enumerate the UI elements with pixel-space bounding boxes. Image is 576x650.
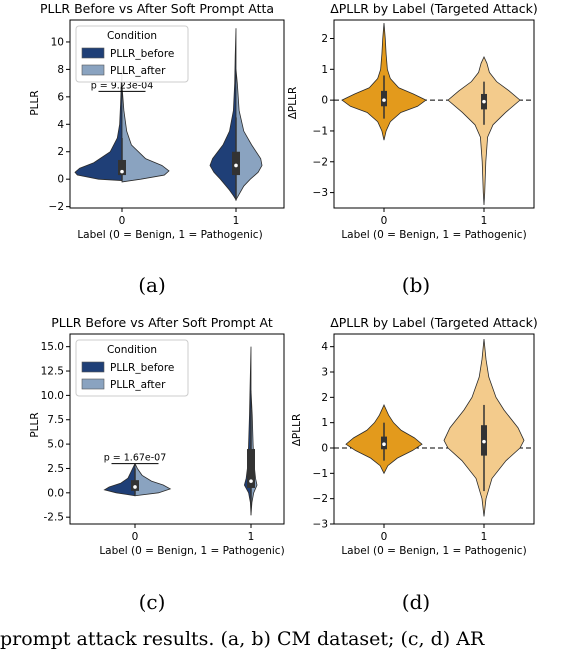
- y-tick-label: 12.5: [41, 366, 64, 378]
- y-tick-label: 4: [57, 119, 64, 131]
- legend-swatch: [81, 378, 105, 390]
- panel-c-label: (c): [139, 590, 166, 614]
- x-tick-label: 1: [481, 215, 488, 227]
- y-tick-label: 3: [321, 367, 328, 379]
- violin-pathogenic: [447, 56, 521, 205]
- box-median: [482, 439, 486, 444]
- y-tick-label: 10: [51, 36, 64, 48]
- y-tick-label: −1: [313, 468, 328, 480]
- y-tick-label: 6: [57, 91, 64, 103]
- y-tick-label: −2: [313, 156, 328, 168]
- y-tick-label: 2: [321, 392, 328, 404]
- y-tick-label: 0: [57, 174, 64, 186]
- y-tick-label: 2: [321, 33, 328, 45]
- y-tick-label: −2: [49, 201, 64, 213]
- panel-a: PLLR Before vs After Soft Prompt Atta PL…: [29, 1, 285, 297]
- panel-d-xlabel: Label (0 = Benign, 1 = Pathogenic): [341, 545, 526, 557]
- panel-b: ΔPLLR by Label (Targeted Attack) ΔPLLR L…: [287, 1, 538, 297]
- box-iqr: [232, 151, 240, 176]
- panel-d-title: ΔPLLR by Label (Targeted Attack): [330, 315, 538, 330]
- y-tick-label: 2: [57, 146, 64, 158]
- legend-title: Condition: [107, 30, 157, 42]
- box-median: [234, 163, 238, 168]
- p-value-annotation: p = 9.23e-04: [91, 80, 154, 91]
- y-tick-label: 7.5: [47, 414, 64, 426]
- box-median: [382, 98, 386, 102]
- y-tick-label: 1: [321, 417, 328, 429]
- box-iqr: [118, 159, 126, 176]
- y-tick-label: 10.0: [41, 390, 64, 402]
- legend-swatch: [81, 47, 105, 59]
- panel-c-title: PLLR Before vs After Soft Prompt At: [51, 315, 273, 330]
- panel-a-xlabel: Label (0 = Benign, 1 = Pathogenic): [77, 229, 262, 241]
- plot-frame: [69, 333, 285, 525]
- panel-d-label: (d): [402, 590, 430, 614]
- panel-a-ylabel: PLLR: [29, 90, 41, 115]
- x-tick-label: 0: [132, 531, 139, 543]
- box-median: [249, 479, 253, 483]
- plot-frame: [69, 19, 285, 209]
- plot-frame: [333, 19, 535, 209]
- box-median: [482, 99, 486, 104]
- panel-c: PLLR Before vs After Soft Prompt At PLLR…: [29, 315, 285, 614]
- violin-before: [74, 69, 123, 181]
- panel-a-label: (a): [138, 273, 166, 297]
- legend-entry: PLLR_before: [110, 48, 174, 60]
- y-tick-label: −1: [313, 125, 328, 137]
- y-tick-label: −2: [313, 493, 328, 505]
- y-tick-label: 0: [321, 95, 328, 107]
- x-tick-label: 1: [248, 531, 255, 543]
- violin-before: [243, 346, 252, 516]
- panel-b-title: ΔPLLR by Label (Targeted Attack): [330, 1, 538, 16]
- y-tick-label: −3: [313, 187, 328, 199]
- legend-entry: PLLR_after: [110, 379, 166, 391]
- x-tick-label: 1: [233, 215, 240, 227]
- box-iqr: [247, 448, 255, 488]
- figure-caption: prompt attack results. (a, b) CM dataset…: [0, 628, 485, 650]
- panel-c-xlabel: Label (0 = Benign, 1 = Pathogenic): [99, 545, 284, 557]
- x-tick-label: 0: [119, 215, 126, 227]
- y-tick-label: 5.0: [47, 439, 64, 451]
- violin-before: [103, 463, 136, 497]
- p-value-annotation: p = 1.67e-07: [104, 453, 167, 464]
- y-tick-label: 0.0: [47, 487, 64, 499]
- y-tick-label: 1: [321, 64, 328, 76]
- x-tick-label: 1: [481, 531, 488, 543]
- y-tick-label: 15.0: [41, 341, 64, 353]
- panel-d-ylabel: ΔPLLR: [291, 414, 303, 447]
- violin-after: [235, 69, 263, 202]
- legend-swatch: [81, 361, 105, 373]
- y-tick-label: −3: [313, 519, 328, 531]
- violin-after: [134, 463, 172, 497]
- violin-before: [209, 28, 237, 202]
- y-tick-label: -2.5: [44, 512, 65, 524]
- panel-b-xlabel: Label (0 = Benign, 1 = Pathogenic): [341, 229, 526, 241]
- plot-frame: [333, 333, 535, 525]
- panel-a-title: PLLR Before vs After Soft Prompt Atta: [40, 1, 274, 16]
- box-median: [382, 442, 386, 447]
- panel-b-ylabel: ΔPLLR: [287, 87, 299, 120]
- y-tick-label: 2.5: [47, 463, 64, 475]
- box-median: [120, 169, 124, 174]
- legend-swatch: [81, 64, 105, 76]
- y-tick-label: 8: [57, 64, 64, 76]
- x-tick-label: 0: [381, 215, 388, 227]
- x-tick-label: 0: [381, 531, 388, 543]
- box-median: [133, 485, 137, 489]
- panel-c-ylabel: PLLR: [29, 412, 41, 437]
- panel-d: ΔPLLR by Label (Targeted Attack) ΔPLLR L…: [291, 315, 538, 614]
- y-tick-label: 0: [321, 443, 328, 455]
- y-tick-label: 4: [321, 341, 328, 353]
- panel-b-label: (b): [402, 273, 430, 297]
- legend-entry: PLLR_before: [110, 362, 174, 374]
- legend-title: Condition: [107, 344, 157, 356]
- violin-after: [121, 85, 170, 183]
- legend-entry: PLLR_after: [110, 65, 166, 77]
